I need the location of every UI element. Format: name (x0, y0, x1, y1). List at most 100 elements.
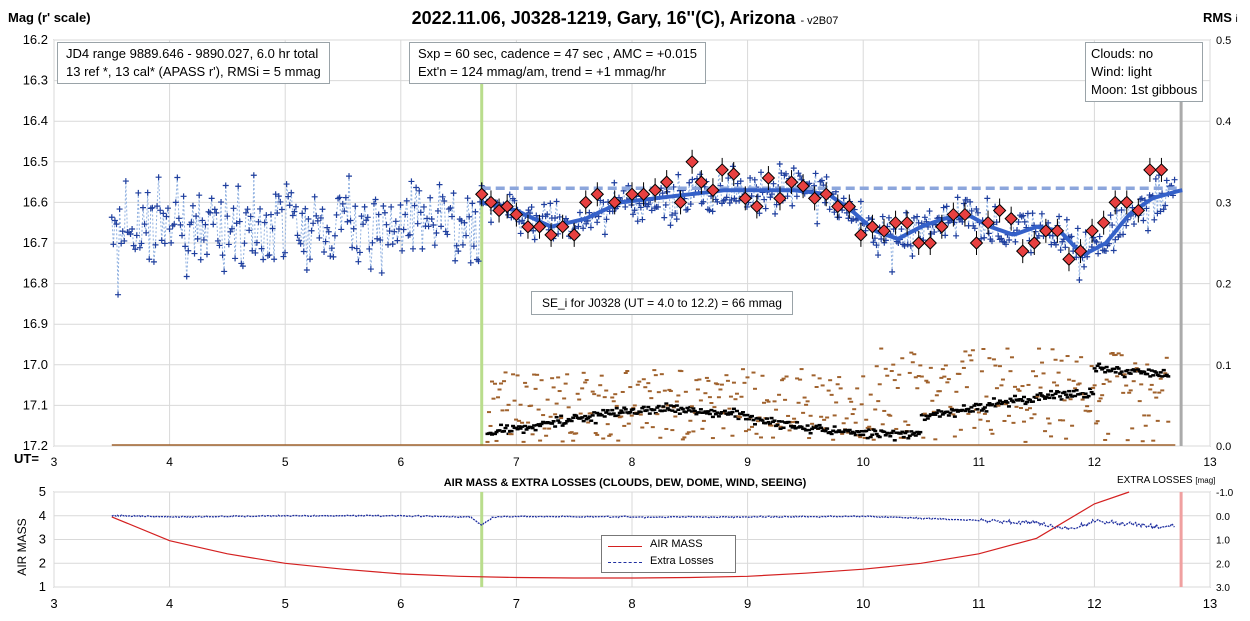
measurement-point (630, 211, 637, 218)
measurement-point (336, 194, 343, 201)
measurement-point (552, 214, 559, 221)
binned-point (1108, 195, 1122, 210)
measurement-point (506, 191, 513, 198)
measurement-point (1109, 222, 1116, 229)
measurement-point (367, 266, 374, 273)
measurement-point (544, 211, 551, 218)
measurement-point (889, 268, 896, 275)
measurement-point (673, 216, 680, 223)
binned-point (1050, 224, 1065, 238)
measurement-point (115, 291, 122, 298)
measurement-point (818, 177, 825, 184)
measurement-point (116, 206, 123, 213)
measurement-point (974, 209, 981, 216)
lower-legend: AIR MASS Extra Losses (601, 535, 736, 573)
measurement-point (659, 190, 666, 197)
measurement-point (675, 171, 682, 178)
measurement-point (737, 178, 744, 185)
measurement-point (669, 212, 676, 219)
measurement-point (244, 206, 251, 213)
measurement-point (1129, 204, 1136, 211)
measurement-point (511, 197, 518, 204)
measurement-point (347, 217, 354, 224)
top-x-tick-label: 10 (857, 455, 871, 469)
binned-point (500, 199, 514, 214)
measurement-point (228, 225, 235, 232)
binned-point (773, 191, 787, 206)
measurement-point (1074, 225, 1081, 232)
measurement-point (263, 212, 270, 219)
measurement-point (294, 232, 301, 239)
extra-losses-line (111, 514, 1175, 531)
measurement-point (389, 241, 396, 248)
measurement-point (321, 248, 328, 255)
lower-x-tick-label: 8 (628, 596, 635, 611)
measurement-point (344, 218, 351, 225)
measurement-point (346, 173, 353, 180)
measurement-point (984, 195, 991, 202)
measurement-point (138, 240, 145, 247)
measurement-point (366, 245, 373, 252)
measurement-point (174, 174, 181, 181)
measurement-point (1151, 216, 1158, 223)
lower-right-axis-title-text: EXTRA LOSSES (1117, 475, 1193, 486)
binned-point (1016, 244, 1030, 258)
measurement-point (910, 214, 917, 221)
measurement-point (266, 251, 273, 258)
measurement-point (383, 221, 390, 228)
measurement-point (960, 200, 967, 207)
measurement-point (311, 193, 318, 200)
measurement-point (213, 209, 220, 216)
measurement-point (428, 215, 435, 222)
measurement-point (903, 209, 910, 216)
binned-point (969, 236, 984, 250)
measurement-point (639, 216, 646, 223)
measurement-point (394, 237, 401, 244)
lower-y2-tick-label: 1.0 (1216, 536, 1230, 547)
lower-x-tick-label: 10 (856, 596, 870, 611)
measurement-point (907, 242, 914, 249)
measurement-point (403, 197, 410, 204)
measurement-point (878, 235, 885, 242)
measurement-point (1076, 277, 1083, 284)
measurement-point (898, 226, 905, 233)
measurement-point (129, 226, 136, 233)
binned-point (1154, 163, 1169, 177)
measurement-point (132, 246, 139, 253)
measurement-point (272, 191, 279, 198)
measurement-point (601, 231, 608, 238)
top-y-tick-label: 16.6 (23, 194, 48, 209)
measurement-point (224, 213, 231, 220)
measurement-point (921, 214, 928, 221)
measurement-point (806, 180, 813, 187)
measurement-point (1068, 233, 1075, 240)
measurement-point (845, 215, 852, 222)
measurement-point (1063, 216, 1070, 223)
measurement-point (168, 239, 175, 246)
measurement-point (728, 196, 735, 203)
measurement-point (814, 220, 821, 227)
measurement-point (530, 227, 537, 234)
measurement-point (222, 182, 229, 189)
measurement-point (140, 204, 147, 211)
binned-point (1004, 211, 1018, 226)
measurement-point (297, 240, 304, 247)
measurement-point (667, 222, 674, 229)
measurement-point (152, 241, 159, 248)
measurement-point (684, 206, 691, 213)
legend-losses-label: Extra Losses (650, 555, 714, 567)
measurement-point (1049, 232, 1056, 239)
measurement-point (108, 214, 115, 221)
measurement-point (648, 207, 655, 214)
measurement-point (1152, 175, 1159, 182)
top-x-tick-label: 7 (513, 455, 520, 469)
measurement-point (413, 184, 420, 191)
measurement-point (328, 245, 335, 252)
binned-point (607, 195, 622, 210)
measurement-point (978, 235, 985, 242)
info-box-exposure-line2: Ext'n = 124 mmag/am, trend = +1 mmag/hr (418, 64, 666, 79)
measurement-point (472, 208, 479, 215)
measurement-point (399, 247, 406, 254)
measurement-point (333, 211, 340, 218)
chart-title-text: 2022.11.06, J0328-1219, Gary, 16''(C), A… (411, 8, 796, 28)
